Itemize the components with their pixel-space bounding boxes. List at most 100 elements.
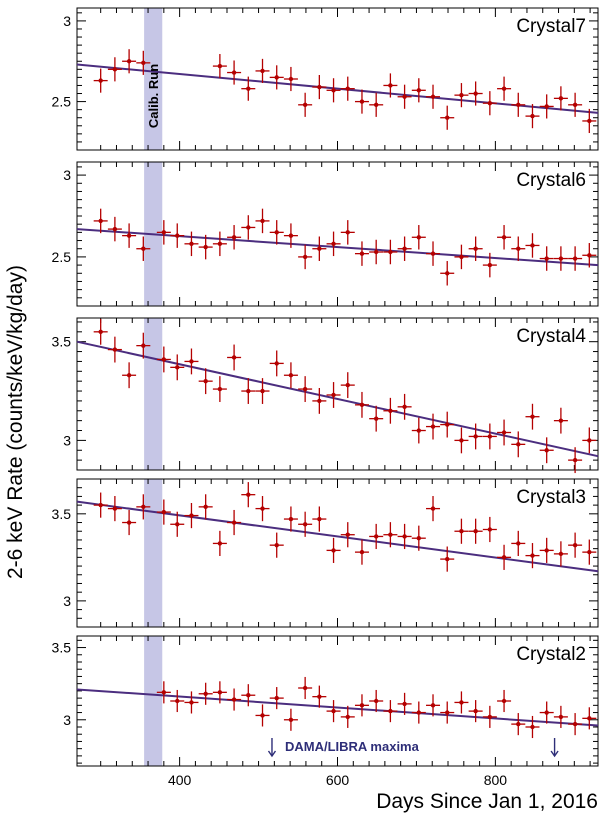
x-axis-label: Days Since Jan 1, 2016 xyxy=(376,790,598,813)
data-point xyxy=(217,241,223,247)
data-point xyxy=(473,91,478,96)
data-point xyxy=(388,83,393,88)
data-point xyxy=(231,235,237,240)
panel-label: Crystal3 xyxy=(516,487,586,508)
data-point xyxy=(302,254,308,260)
data-point xyxy=(459,92,464,98)
x-tick-label: 600 xyxy=(326,772,350,788)
data-point xyxy=(175,698,180,704)
x-tick-label: 800 xyxy=(484,772,508,788)
data-point xyxy=(260,68,265,74)
data-point xyxy=(558,96,564,101)
data-point xyxy=(345,382,350,388)
data-point xyxy=(430,251,436,256)
data-point xyxy=(317,84,322,90)
data-point xyxy=(302,685,308,691)
data-point xyxy=(246,693,251,698)
data-point xyxy=(317,398,322,404)
calibration-band xyxy=(144,8,163,150)
panel-crystal3: 3 3.5 Crystal3 xyxy=(52,478,599,628)
data-point xyxy=(175,365,180,370)
data-point xyxy=(112,506,118,511)
y-tick-label: 2.5 xyxy=(52,94,72,110)
data-point xyxy=(345,532,350,537)
dama-libra-label: DAMA/LIBRA maxima xyxy=(285,739,420,754)
y-tick-label: 2.5 xyxy=(52,249,72,265)
data-point xyxy=(430,703,436,708)
fit-line xyxy=(76,63,599,114)
panel-crystal7: 2.5 3 Crystal7 Calib. Run xyxy=(52,7,599,151)
data-point xyxy=(572,256,578,261)
data-point xyxy=(544,710,549,715)
data-point xyxy=(274,230,279,235)
panel-crystal2: 3 3.5 Crystal2 DAMA/LIBRA maxima xyxy=(52,635,599,767)
data-point xyxy=(373,698,379,704)
dama-arrow-head xyxy=(550,750,559,758)
data-point xyxy=(587,549,592,555)
data-point xyxy=(98,329,103,335)
data-point xyxy=(572,542,578,548)
data-point xyxy=(217,63,223,69)
data-point xyxy=(359,549,365,555)
data-point xyxy=(317,694,322,699)
data-point xyxy=(445,556,450,562)
panel-label: Crystal7 xyxy=(516,16,586,37)
data-point xyxy=(175,233,180,238)
data-point xyxy=(487,434,493,439)
data-point xyxy=(487,714,493,720)
data-point xyxy=(161,357,167,362)
calibration-band xyxy=(144,636,163,766)
data-point xyxy=(445,422,450,427)
data-point xyxy=(175,522,180,527)
data-point xyxy=(516,541,521,546)
data-point xyxy=(288,233,294,238)
data-point xyxy=(558,256,564,261)
data-point xyxy=(530,243,535,248)
data-point xyxy=(359,402,365,408)
data-point xyxy=(317,246,322,251)
data-point xyxy=(487,101,493,106)
data-point xyxy=(459,254,464,260)
data-point xyxy=(402,94,407,99)
data-point xyxy=(501,430,507,435)
data-point xyxy=(373,534,379,539)
data-point xyxy=(331,548,336,553)
data-point xyxy=(373,416,379,421)
data-point xyxy=(112,226,118,232)
data-point xyxy=(161,509,167,515)
y-tick-label: 3 xyxy=(63,593,71,609)
data-point xyxy=(302,102,308,108)
data-point xyxy=(516,102,521,108)
y-tick-label: 3 xyxy=(63,432,71,448)
data-point xyxy=(416,235,422,240)
y-axis-label: 2-6 keV Rate (counts/keV/kg/day) xyxy=(4,265,27,579)
data-point xyxy=(530,724,535,730)
panel-crystal4: 3 3.5 Crystal4 xyxy=(52,317,599,474)
data-point xyxy=(331,88,336,93)
calibration-band-label: Calib. Run xyxy=(146,64,161,128)
data-point xyxy=(161,230,167,235)
data-point xyxy=(345,714,350,720)
panel-label: Crystal6 xyxy=(516,170,586,191)
y-tick-label: 3.5 xyxy=(52,640,72,656)
dama-arrow-head xyxy=(267,750,277,758)
data-point xyxy=(161,690,167,695)
data-point xyxy=(544,256,549,261)
data-point xyxy=(203,691,208,696)
data-point xyxy=(501,235,507,240)
calibration-band xyxy=(144,479,163,627)
data-point xyxy=(260,218,265,224)
data-point xyxy=(126,233,132,238)
panel-crystal6: 2.5 3 Crystal6 xyxy=(52,161,599,307)
data-point xyxy=(587,118,592,124)
data-point xyxy=(274,695,279,701)
data-point xyxy=(445,115,450,120)
data-point xyxy=(288,717,294,722)
data-point xyxy=(345,86,350,91)
data-point xyxy=(516,721,521,727)
data-point xyxy=(416,710,422,715)
data-point xyxy=(231,520,237,525)
data-point xyxy=(112,347,118,352)
data-point xyxy=(388,249,393,255)
data-point xyxy=(430,94,436,99)
